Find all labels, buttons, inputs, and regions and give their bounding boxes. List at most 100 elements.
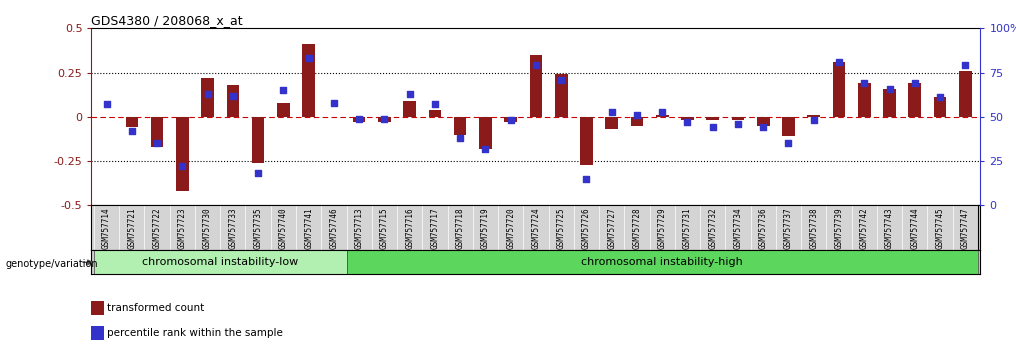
Point: [729, 121, 746, 127]
Point: [503, 118, 519, 123]
Point: [932, 95, 948, 100]
Text: percentile rank within the sample: percentile rank within the sample: [107, 328, 282, 338]
Point: [906, 80, 923, 86]
Bar: [934, 97, 946, 117]
Point: [755, 125, 771, 130]
Text: GSM757732: GSM757732: [708, 207, 717, 249]
Text: GSM757715: GSM757715: [380, 207, 389, 249]
Text: GSM757716: GSM757716: [405, 207, 415, 249]
Text: GSM757745: GSM757745: [936, 207, 945, 249]
Point: [199, 91, 215, 97]
Point: [351, 116, 367, 121]
Text: GSM757718: GSM757718: [455, 207, 464, 249]
Bar: [454, 117, 466, 135]
Bar: [656, 115, 669, 117]
Point: [275, 87, 292, 93]
Point: [604, 109, 620, 114]
Bar: [631, 117, 643, 126]
Point: [149, 141, 166, 146]
Text: genotype/variation: genotype/variation: [5, 259, 98, 269]
Point: [401, 91, 418, 97]
Bar: [833, 62, 845, 117]
Text: GSM757713: GSM757713: [355, 207, 364, 249]
Point: [427, 102, 443, 107]
Point: [124, 128, 140, 134]
Text: GSM757719: GSM757719: [481, 207, 490, 249]
Bar: [252, 117, 264, 163]
Point: [553, 77, 569, 82]
Point: [225, 93, 241, 98]
Text: GSM757733: GSM757733: [229, 207, 238, 249]
Text: GSM757726: GSM757726: [582, 207, 591, 249]
Text: GSM757741: GSM757741: [304, 207, 313, 249]
Text: GSM757746: GSM757746: [329, 207, 338, 249]
Text: transformed count: transformed count: [107, 303, 204, 313]
Bar: [808, 115, 820, 117]
Point: [629, 112, 645, 118]
Text: GSM757734: GSM757734: [734, 207, 743, 249]
Text: GSM757739: GSM757739: [834, 207, 843, 249]
Bar: [150, 117, 164, 147]
Point: [478, 146, 494, 152]
Text: GSM757728: GSM757728: [633, 207, 641, 249]
Text: GSM757729: GSM757729: [657, 207, 666, 249]
Text: GSM757724: GSM757724: [531, 207, 541, 249]
Point: [654, 109, 671, 114]
Text: GSM757730: GSM757730: [203, 207, 212, 249]
Point: [957, 63, 973, 68]
Text: GSM757717: GSM757717: [431, 207, 439, 249]
Bar: [883, 88, 896, 117]
Point: [705, 125, 721, 130]
Bar: [346, 250, 978, 274]
Bar: [378, 117, 391, 122]
Bar: [580, 117, 592, 165]
Text: GSM757740: GSM757740: [278, 207, 288, 249]
Bar: [403, 101, 416, 117]
Text: GSM757747: GSM757747: [961, 207, 970, 249]
Point: [856, 80, 873, 86]
Point: [528, 63, 545, 68]
Text: GSM757725: GSM757725: [557, 207, 566, 249]
Bar: [858, 83, 871, 117]
Text: GSM757735: GSM757735: [254, 207, 262, 249]
Bar: [681, 117, 694, 120]
Point: [452, 135, 468, 141]
Text: GSM757722: GSM757722: [152, 207, 162, 249]
Bar: [201, 78, 214, 117]
Text: GSM757736: GSM757736: [759, 207, 768, 249]
Point: [680, 119, 696, 125]
Point: [882, 86, 898, 91]
Bar: [176, 117, 189, 191]
Bar: [504, 117, 517, 122]
Bar: [555, 74, 568, 117]
Bar: [732, 117, 745, 120]
Text: GSM757743: GSM757743: [885, 207, 894, 249]
Bar: [782, 117, 795, 136]
Point: [174, 164, 190, 169]
Bar: [959, 71, 971, 117]
Point: [806, 118, 822, 123]
Bar: [303, 44, 315, 117]
Text: GSM757721: GSM757721: [127, 207, 136, 249]
Point: [376, 116, 392, 121]
Text: GDS4380 / 208068_x_at: GDS4380 / 208068_x_at: [91, 14, 243, 27]
Bar: [606, 117, 618, 129]
Point: [578, 176, 594, 182]
Text: GSM757737: GSM757737: [784, 207, 793, 249]
Bar: [227, 85, 239, 117]
Text: GSM757727: GSM757727: [608, 207, 617, 249]
Point: [326, 100, 342, 105]
Text: chromosomal instability-high: chromosomal instability-high: [581, 257, 743, 267]
Bar: [757, 117, 769, 126]
Text: chromosomal instability-low: chromosomal instability-low: [142, 257, 299, 267]
Bar: [277, 103, 290, 117]
Text: GSM757742: GSM757742: [860, 207, 869, 249]
Bar: [126, 117, 138, 127]
Text: GSM757738: GSM757738: [810, 207, 818, 249]
Text: GSM757720: GSM757720: [506, 207, 515, 249]
Point: [99, 102, 115, 107]
Bar: [529, 55, 543, 117]
Text: GSM757731: GSM757731: [683, 207, 692, 249]
Point: [301, 56, 317, 61]
Point: [780, 141, 797, 146]
